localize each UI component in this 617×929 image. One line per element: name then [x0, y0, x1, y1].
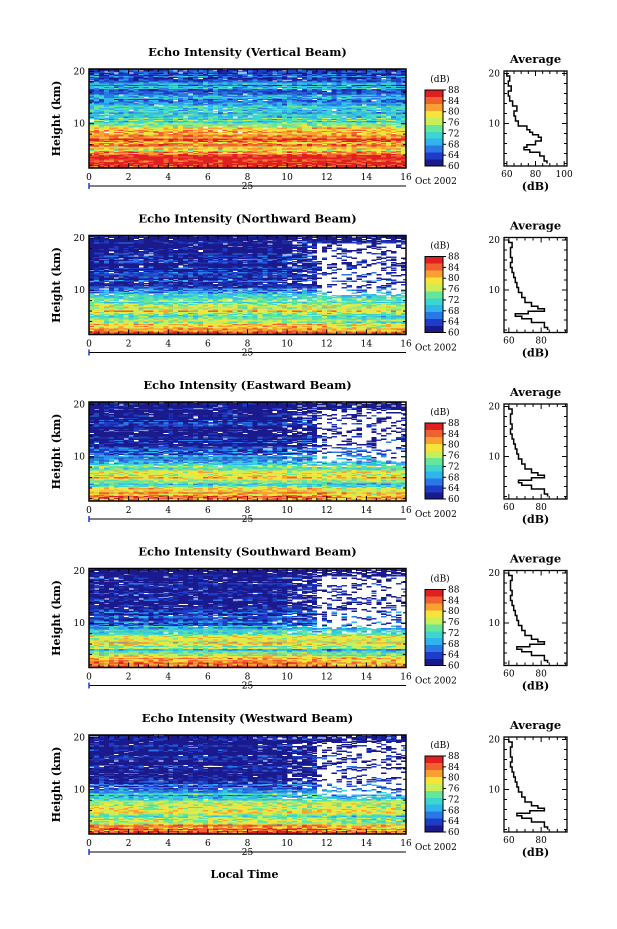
heatmap-cell [104, 133, 109, 135]
heatmap-cell [262, 128, 267, 130]
heatmap-cell [129, 111, 134, 113]
heatmap-cell [104, 114, 109, 116]
heatmap-cell [342, 117, 347, 119]
heatmap-cell [243, 94, 248, 96]
heatmap-cell [391, 126, 396, 128]
heatmap-cell [332, 126, 337, 128]
heatmap-cell [228, 112, 233, 114]
heatmap-cell [337, 99, 342, 101]
heatmap-cell [173, 101, 178, 103]
heatmap-cell [198, 112, 203, 114]
heatmap-cell [391, 124, 396, 126]
heatmap-cell [139, 125, 144, 127]
heatmap-cell [158, 106, 163, 108]
heatmap-cell [302, 109, 307, 111]
heatmap-cell [287, 81, 292, 83]
heatmap-cell [248, 104, 253, 106]
heatmap-cell [233, 108, 238, 110]
heatmap-cell [143, 99, 148, 101]
heatmap-cell [327, 119, 332, 121]
heatmap-cell [223, 113, 228, 115]
heatmap-cell [168, 114, 173, 116]
heatmap-cell [317, 95, 322, 97]
heatmap-cell [347, 86, 352, 88]
heatmap-cell [193, 121, 198, 123]
heatmap-cell [183, 93, 188, 95]
heatmap-cell [386, 117, 391, 119]
heatmap-cell [233, 119, 238, 121]
heatmap-cell [376, 112, 381, 114]
heatmap-cell [381, 95, 386, 97]
heatmap-cell [218, 132, 223, 134]
heatmap-cell [248, 134, 253, 136]
heatmap-cell [327, 92, 332, 94]
heatmap-cell [391, 134, 396, 136]
heatmap-cell [203, 128, 208, 130]
heatmap-cell [213, 113, 218, 115]
heatmap-cell [252, 115, 257, 117]
heatmap-cell [248, 117, 253, 119]
heatmap-cell [134, 128, 139, 130]
heatmap-cell [322, 91, 327, 93]
heatmap-cell [109, 115, 114, 117]
heatmap-cell [119, 95, 124, 97]
heatmap-cell [386, 82, 391, 84]
heatmap-cell [208, 93, 213, 95]
heatmap-cell [302, 81, 307, 83]
heatmap-cell [228, 88, 233, 90]
heatmap-cell [218, 127, 223, 129]
heatmap-cell [267, 108, 272, 110]
heatmap-cell [188, 94, 193, 96]
heatmap-cell [168, 134, 173, 136]
heatmap-cell [203, 104, 208, 106]
heatmap-cell [272, 98, 277, 100]
panel-vertical: Echo Intensity (Vertical Beam)0 2 4 6 8 10 12 1… [50, 45, 573, 193]
heatmap-cell [371, 89, 376, 91]
heatmap-cell [139, 99, 144, 101]
heatmap-cell [238, 133, 243, 135]
heatmap-cell [297, 90, 302, 92]
heatmap-cell [134, 103, 139, 105]
heatmap-cell [213, 111, 218, 113]
heatmap-cell [248, 100, 253, 102]
heatmap-cell [238, 81, 243, 83]
heatmap-cell [282, 81, 287, 83]
heatmap-cell [277, 89, 282, 91]
heatmap-cell [183, 117, 188, 119]
heatmap-cell [183, 104, 188, 106]
heatmap-cell [366, 120, 371, 122]
heatmap-cell [361, 105, 366, 107]
heatmap-cell [327, 84, 332, 86]
heatmap-cell [99, 115, 104, 117]
heatmap-cell [104, 117, 109, 119]
heatmap-cell [223, 119, 228, 121]
heatmap-cell [292, 130, 297, 132]
heatmap-cell [396, 126, 401, 128]
heatmap-cell [223, 109, 228, 111]
heatmap-cell [312, 100, 317, 102]
heatmap-cell [238, 101, 243, 103]
heatmap-cell [376, 109, 381, 111]
heatmap-cell [203, 106, 208, 108]
heatmap-cell [356, 134, 361, 136]
heatmap-cell [262, 101, 267, 103]
heatmap-cell [89, 122, 94, 124]
panel-title: Echo Intensity (Vertical Beam) [148, 45, 347, 59]
heatmap-cell [223, 80, 228, 82]
heatmap-cell [332, 111, 337, 113]
heatmap-cell [272, 81, 277, 83]
heatmap-cell [238, 127, 243, 129]
heatmap-cell [307, 110, 312, 112]
heatmap-cell [262, 84, 267, 86]
heatmap-cell [153, 105, 158, 107]
heatmap-cell [332, 115, 337, 117]
heatmap-cell [277, 127, 282, 129]
heatmap-cell [282, 87, 287, 89]
heatmap-cell [104, 122, 109, 124]
heatmap-vertical [89, 69, 406, 168]
heatmap-cell [371, 101, 376, 103]
heatmap-cell [173, 110, 178, 112]
